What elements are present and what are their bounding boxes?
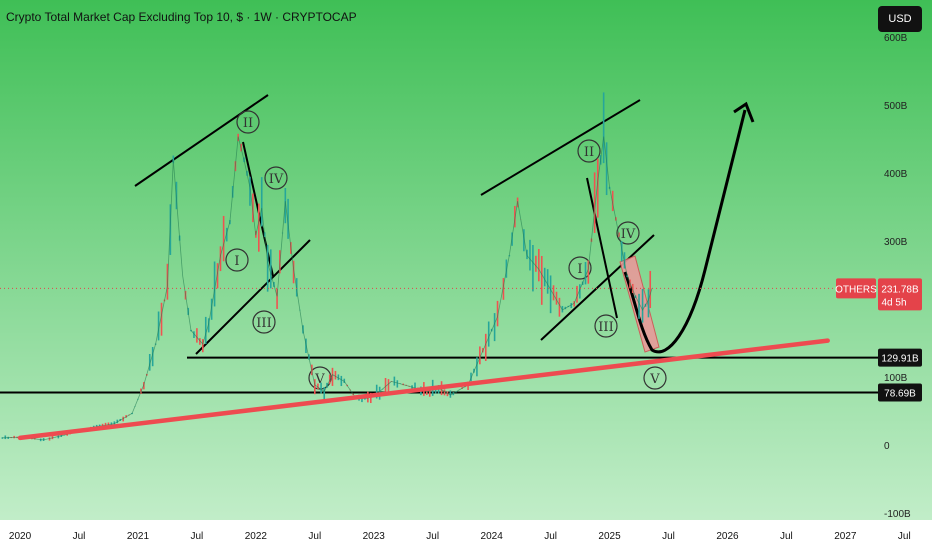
wave-label-circle [616, 221, 640, 245]
wave-label: V [314, 372, 325, 387]
price-series [1, 92, 830, 442]
wave-label: IV [621, 227, 636, 242]
wave-label: V [649, 372, 660, 387]
x-tick-label: Jul [426, 531, 439, 542]
wave-label-circle [643, 366, 667, 390]
wave-label-circle [594, 314, 618, 338]
x-tick-label: 2027 [834, 531, 857, 542]
price-value: 231.78B [881, 284, 919, 295]
x-tick-label: Jul [308, 531, 321, 542]
wave-label-circle [577, 139, 601, 163]
level-badge [878, 348, 922, 367]
y-axis: 600B 500B 400B 300B 100B 0 -100B [884, 33, 911, 520]
price-badge [878, 278, 922, 311]
y-tick-label: -100B [884, 509, 911, 520]
y-tick-label: 500B [884, 101, 908, 112]
level-badge [878, 383, 922, 402]
level-label: 129.91B [881, 354, 919, 365]
y-tick-label: 600B [884, 33, 908, 44]
y-tick-label: 300B [884, 237, 908, 248]
x-tick-label: Jul [662, 531, 675, 542]
countdown-label: 4d 5h [881, 297, 906, 308]
x-tick-label: Jul [73, 531, 86, 542]
y-tick-label: 100B [884, 373, 908, 384]
upper-channel-line-2 [480, 99, 641, 196]
wave-label: II [243, 116, 253, 131]
wave-label: IV [269, 172, 284, 187]
x-tick-label: Jul [190, 531, 203, 542]
wave-line-2 [586, 177, 618, 319]
x-tick-label: 2025 [598, 531, 621, 542]
wave-label: I [577, 262, 582, 277]
x-tick-label: 2022 [245, 531, 268, 542]
projection-arrowhead [733, 101, 755, 123]
wave-label: III [256, 316, 271, 331]
upper-channel-line-1 [134, 94, 269, 187]
price-line [2, 136, 653, 441]
currency-button[interactable]: USD [878, 6, 922, 32]
wave-label: II [584, 145, 594, 160]
projection-curve [623, 109, 747, 354]
x-tick-label: Jul [898, 531, 911, 542]
wave-label-circle [252, 310, 276, 334]
x-tick-label: 2020 [9, 531, 32, 542]
symbol-badge [836, 278, 876, 299]
y-tick-label: 400B [884, 169, 908, 180]
symbol-label: OTHERS [835, 284, 877, 295]
trend-line [17, 338, 830, 441]
x-tick-label: 2024 [481, 531, 504, 542]
x-tick-label: 2026 [716, 531, 739, 542]
wave-label: I [234, 254, 239, 269]
x-tick-label: 2021 [127, 531, 150, 542]
chart-title: Crypto Total Market Cap Excluding Top 10… [6, 10, 357, 24]
wave-label-circle [236, 110, 260, 134]
lower-channel-line-1 [195, 239, 311, 355]
support-lines: 129.91B 78.69B [0, 348, 922, 402]
wave-label-circle [225, 248, 249, 272]
wave-label-circle [264, 166, 288, 190]
level-label: 78.69B [884, 388, 916, 399]
lower-channel-line-2 [540, 234, 655, 341]
wave-label: III [598, 320, 613, 335]
wave-label-circle [568, 256, 592, 280]
x-axis-background [0, 520, 932, 550]
overlays: OTHERS 231.78B 4d 5h [0, 278, 922, 311]
x-tick-label: 2023 [363, 531, 386, 542]
y-tick-label: 0 [884, 441, 890, 452]
x-tick-label: Jul [780, 531, 793, 542]
x-tick-label: Jul [544, 531, 557, 542]
